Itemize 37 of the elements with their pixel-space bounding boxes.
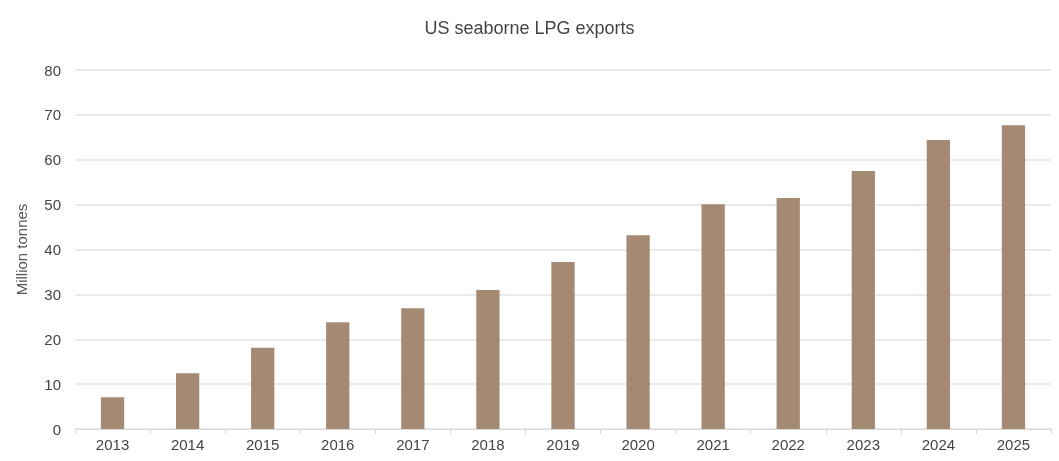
x-tick-label: 2018 — [471, 436, 505, 453]
y-tick-label: 40 — [44, 241, 61, 258]
y-axis-title: Million tonnes — [13, 203, 30, 296]
bar — [251, 347, 275, 429]
x-tick-label: 2024 — [921, 436, 956, 453]
bar — [776, 197, 800, 429]
bar — [476, 289, 500, 429]
x-tick-label: 2021 — [696, 436, 730, 453]
y-tick-label: 50 — [44, 196, 61, 214]
y-tick-label: 80 — [44, 61, 61, 79]
x-tick-label: 2022 — [771, 436, 805, 453]
bar — [401, 308, 425, 429]
y-tick-label: 20 — [44, 330, 61, 348]
bar — [626, 235, 650, 429]
x-tick-label: 2013 — [95, 436, 130, 453]
x-tick-label: 2016 — [321, 436, 355, 453]
bar — [926, 140, 951, 429]
bar — [100, 397, 125, 429]
bar — [326, 322, 350, 429]
bar — [851, 170, 875, 429]
x-tick-label: 2014 — [170, 436, 205, 453]
x-tick-label: 2017 — [396, 436, 430, 453]
x-tick-label: 2015 — [246, 436, 280, 453]
y-tick-label: 30 — [44, 285, 61, 303]
y-tick-label: 70 — [44, 106, 61, 124]
x-tick-label: 2019 — [546, 436, 580, 453]
x-tick-label: 2023 — [846, 436, 880, 453]
x-tick-label: 2025 — [996, 436, 1031, 453]
bar — [551, 262, 575, 429]
y-tick-label: 60 — [44, 151, 61, 169]
x-tick-label: 2020 — [621, 436, 655, 453]
bar — [1001, 125, 1026, 429]
y-tick-label: 0 — [52, 420, 61, 438]
bar — [701, 204, 725, 429]
bar — [175, 373, 200, 429]
chart-title: US seaborne LPG exports — [424, 18, 635, 38]
y-tick-label: 10 — [44, 375, 61, 393]
